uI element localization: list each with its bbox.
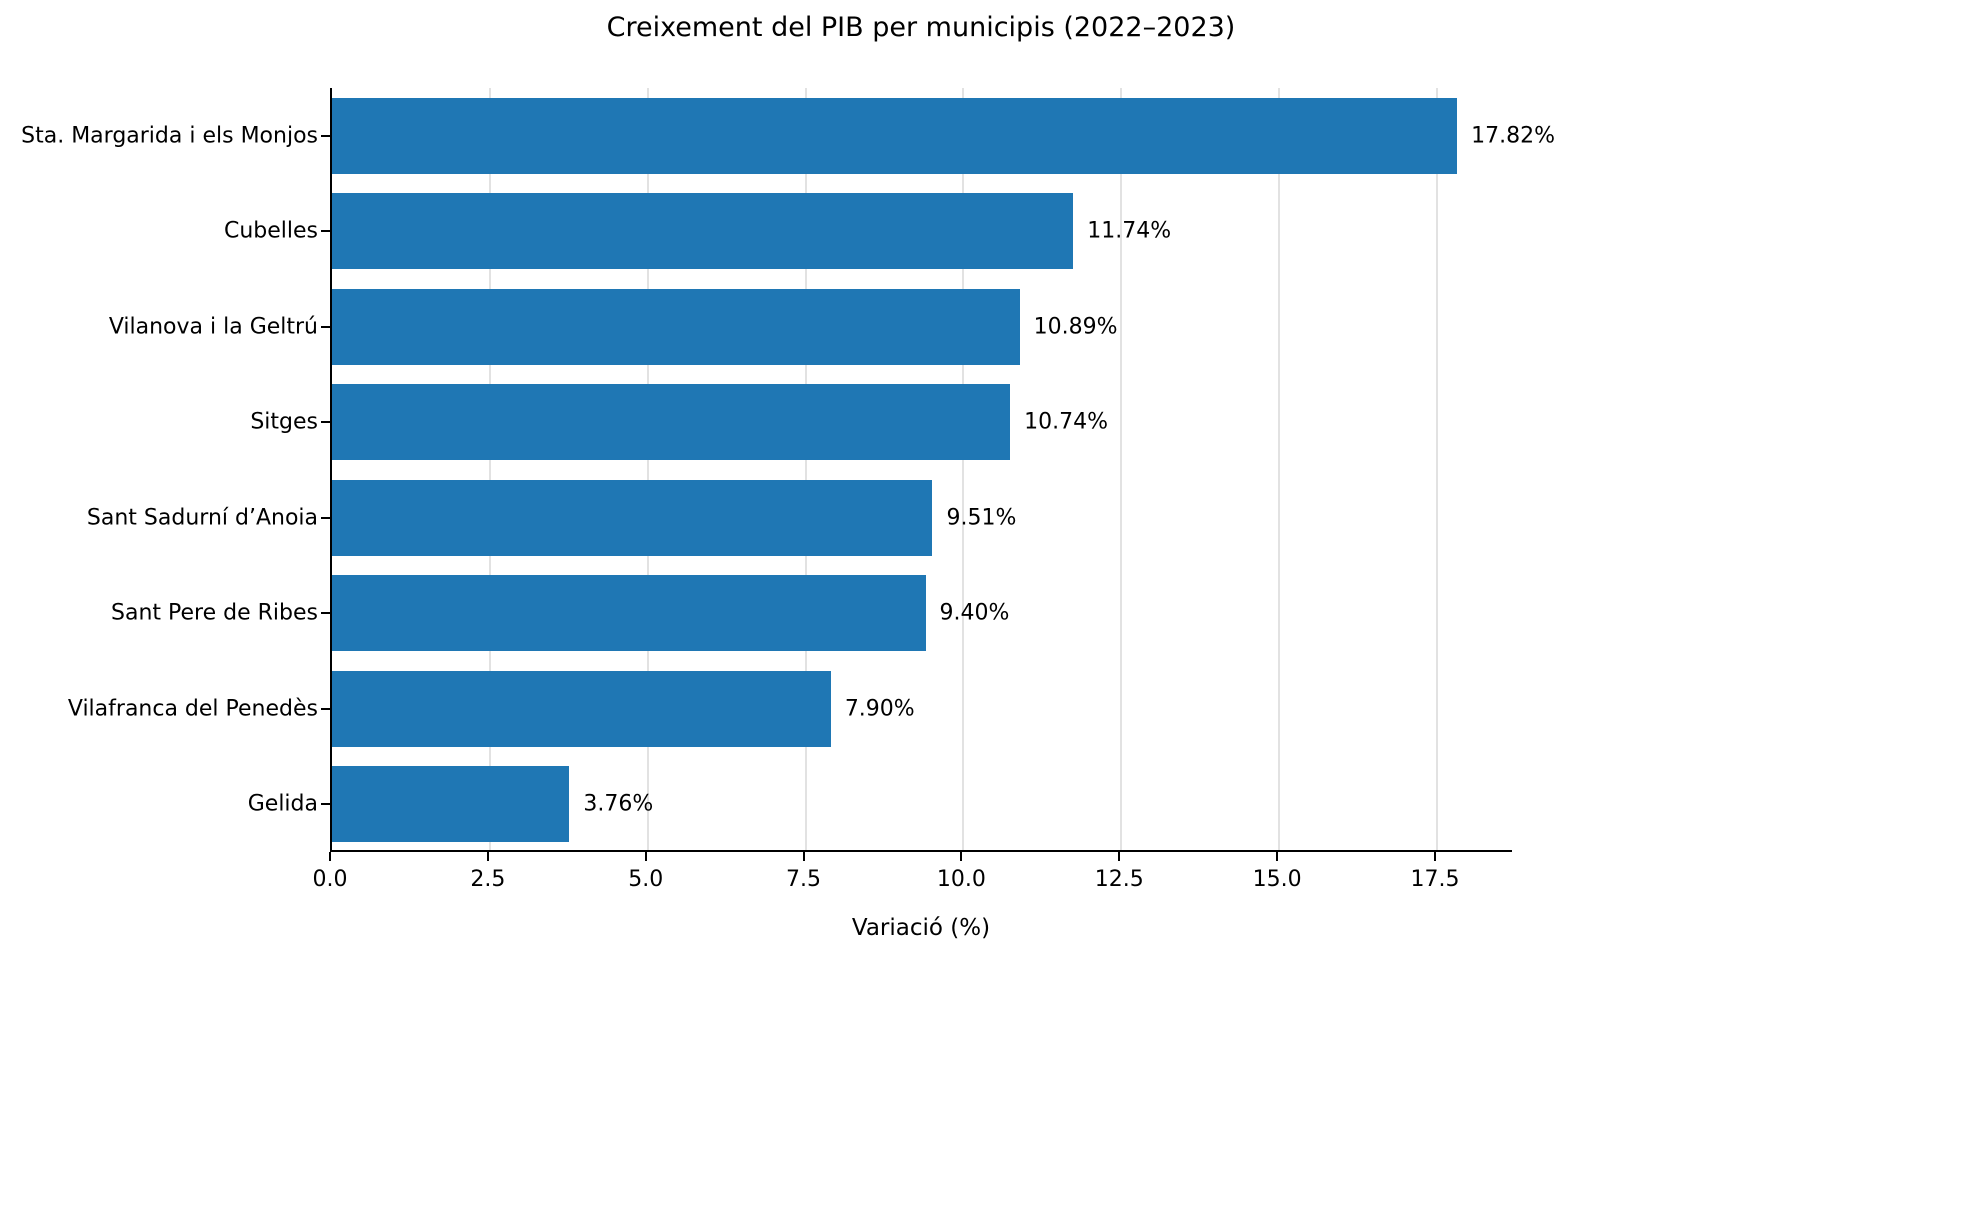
y-tick-mark: [321, 230, 330, 233]
x-tick-label: 2.5: [470, 867, 506, 892]
y-tick-label: Sta. Margarida i els Monjos: [21, 123, 318, 149]
y-tick-label: Gelida: [247, 791, 318, 817]
y-tick-mark: [321, 612, 330, 615]
gridline: [1120, 88, 1123, 850]
gridline: [1435, 88, 1438, 850]
y-tick-mark: [321, 325, 330, 328]
x-axis-label: Variació (%): [851, 915, 991, 941]
gridline: [804, 88, 807, 850]
x-tick-mark: [486, 852, 489, 861]
y-tick-label: Sant Sadurní d’Anoia: [86, 505, 318, 531]
bar: [332, 575, 926, 652]
y-tick-mark: [321, 134, 330, 137]
bar: [332, 670, 831, 747]
x-tick-label: 0.0: [312, 867, 348, 892]
bar: [332, 384, 1011, 461]
x-tick-mark: [960, 852, 963, 861]
bar-value-label: 10.74%: [1024, 409, 1109, 435]
x-tick-mark: [644, 852, 647, 861]
y-tick-label: Vilanova i la Geltrú: [108, 314, 318, 340]
y-tick-label: Cubelles: [223, 218, 318, 244]
y-tick-label: Vilafranca del Penedès: [67, 696, 318, 722]
bar: [332, 288, 1020, 365]
x-tick-label: 12.5: [1094, 867, 1144, 892]
x-tick-mark: [329, 852, 331, 861]
plot-area: 17.82% 11.74% 10.89% 10.74% 9.51% 9.40% 7.90% 3…: [330, 88, 1555, 852]
x-tick-label: 17.5: [1410, 867, 1460, 892]
gridline: [646, 88, 649, 850]
gridline: [488, 88, 491, 850]
gridline: [962, 88, 965, 850]
x-tick-label: 10.0: [936, 867, 986, 892]
x-tick-mark: [802, 852, 805, 861]
bar: [332, 479, 933, 556]
bar: [332, 97, 1458, 174]
x-tick-label: 5.0: [628, 867, 664, 892]
y-tick-mark: [321, 421, 330, 424]
x-tick-mark: [1433, 852, 1436, 861]
y-tick-mark: [321, 803, 330, 806]
x-tick-label: 15.0: [1252, 867, 1302, 892]
chart-title: Creixement del PIB per municipis (2022–2…: [606, 12, 1236, 43]
x-tick-label: 7.5: [786, 867, 822, 892]
y-tick-label: Sant Pere de Ribes: [111, 600, 318, 626]
gridline: [1278, 88, 1281, 850]
y-tick-label: Sitges: [250, 409, 318, 435]
bar-value-label: 7.90%: [844, 696, 915, 722]
x-tick-mark: [1276, 852, 1279, 861]
bar-value-label: 10.89%: [1033, 314, 1118, 340]
x-tick-mark: [1118, 852, 1121, 861]
y-tick-mark: [321, 707, 330, 710]
y-tick-mark: [321, 516, 330, 519]
bar-value-label: 9.51%: [946, 505, 1017, 531]
bar: [332, 193, 1074, 270]
bar-value-label: 3.76%: [583, 791, 654, 817]
bar: [332, 766, 570, 843]
bar-value-label: 11.74%: [1087, 218, 1172, 244]
bar-value-label: 9.40%: [939, 600, 1010, 626]
bar-value-label: 17.82%: [1471, 123, 1556, 149]
